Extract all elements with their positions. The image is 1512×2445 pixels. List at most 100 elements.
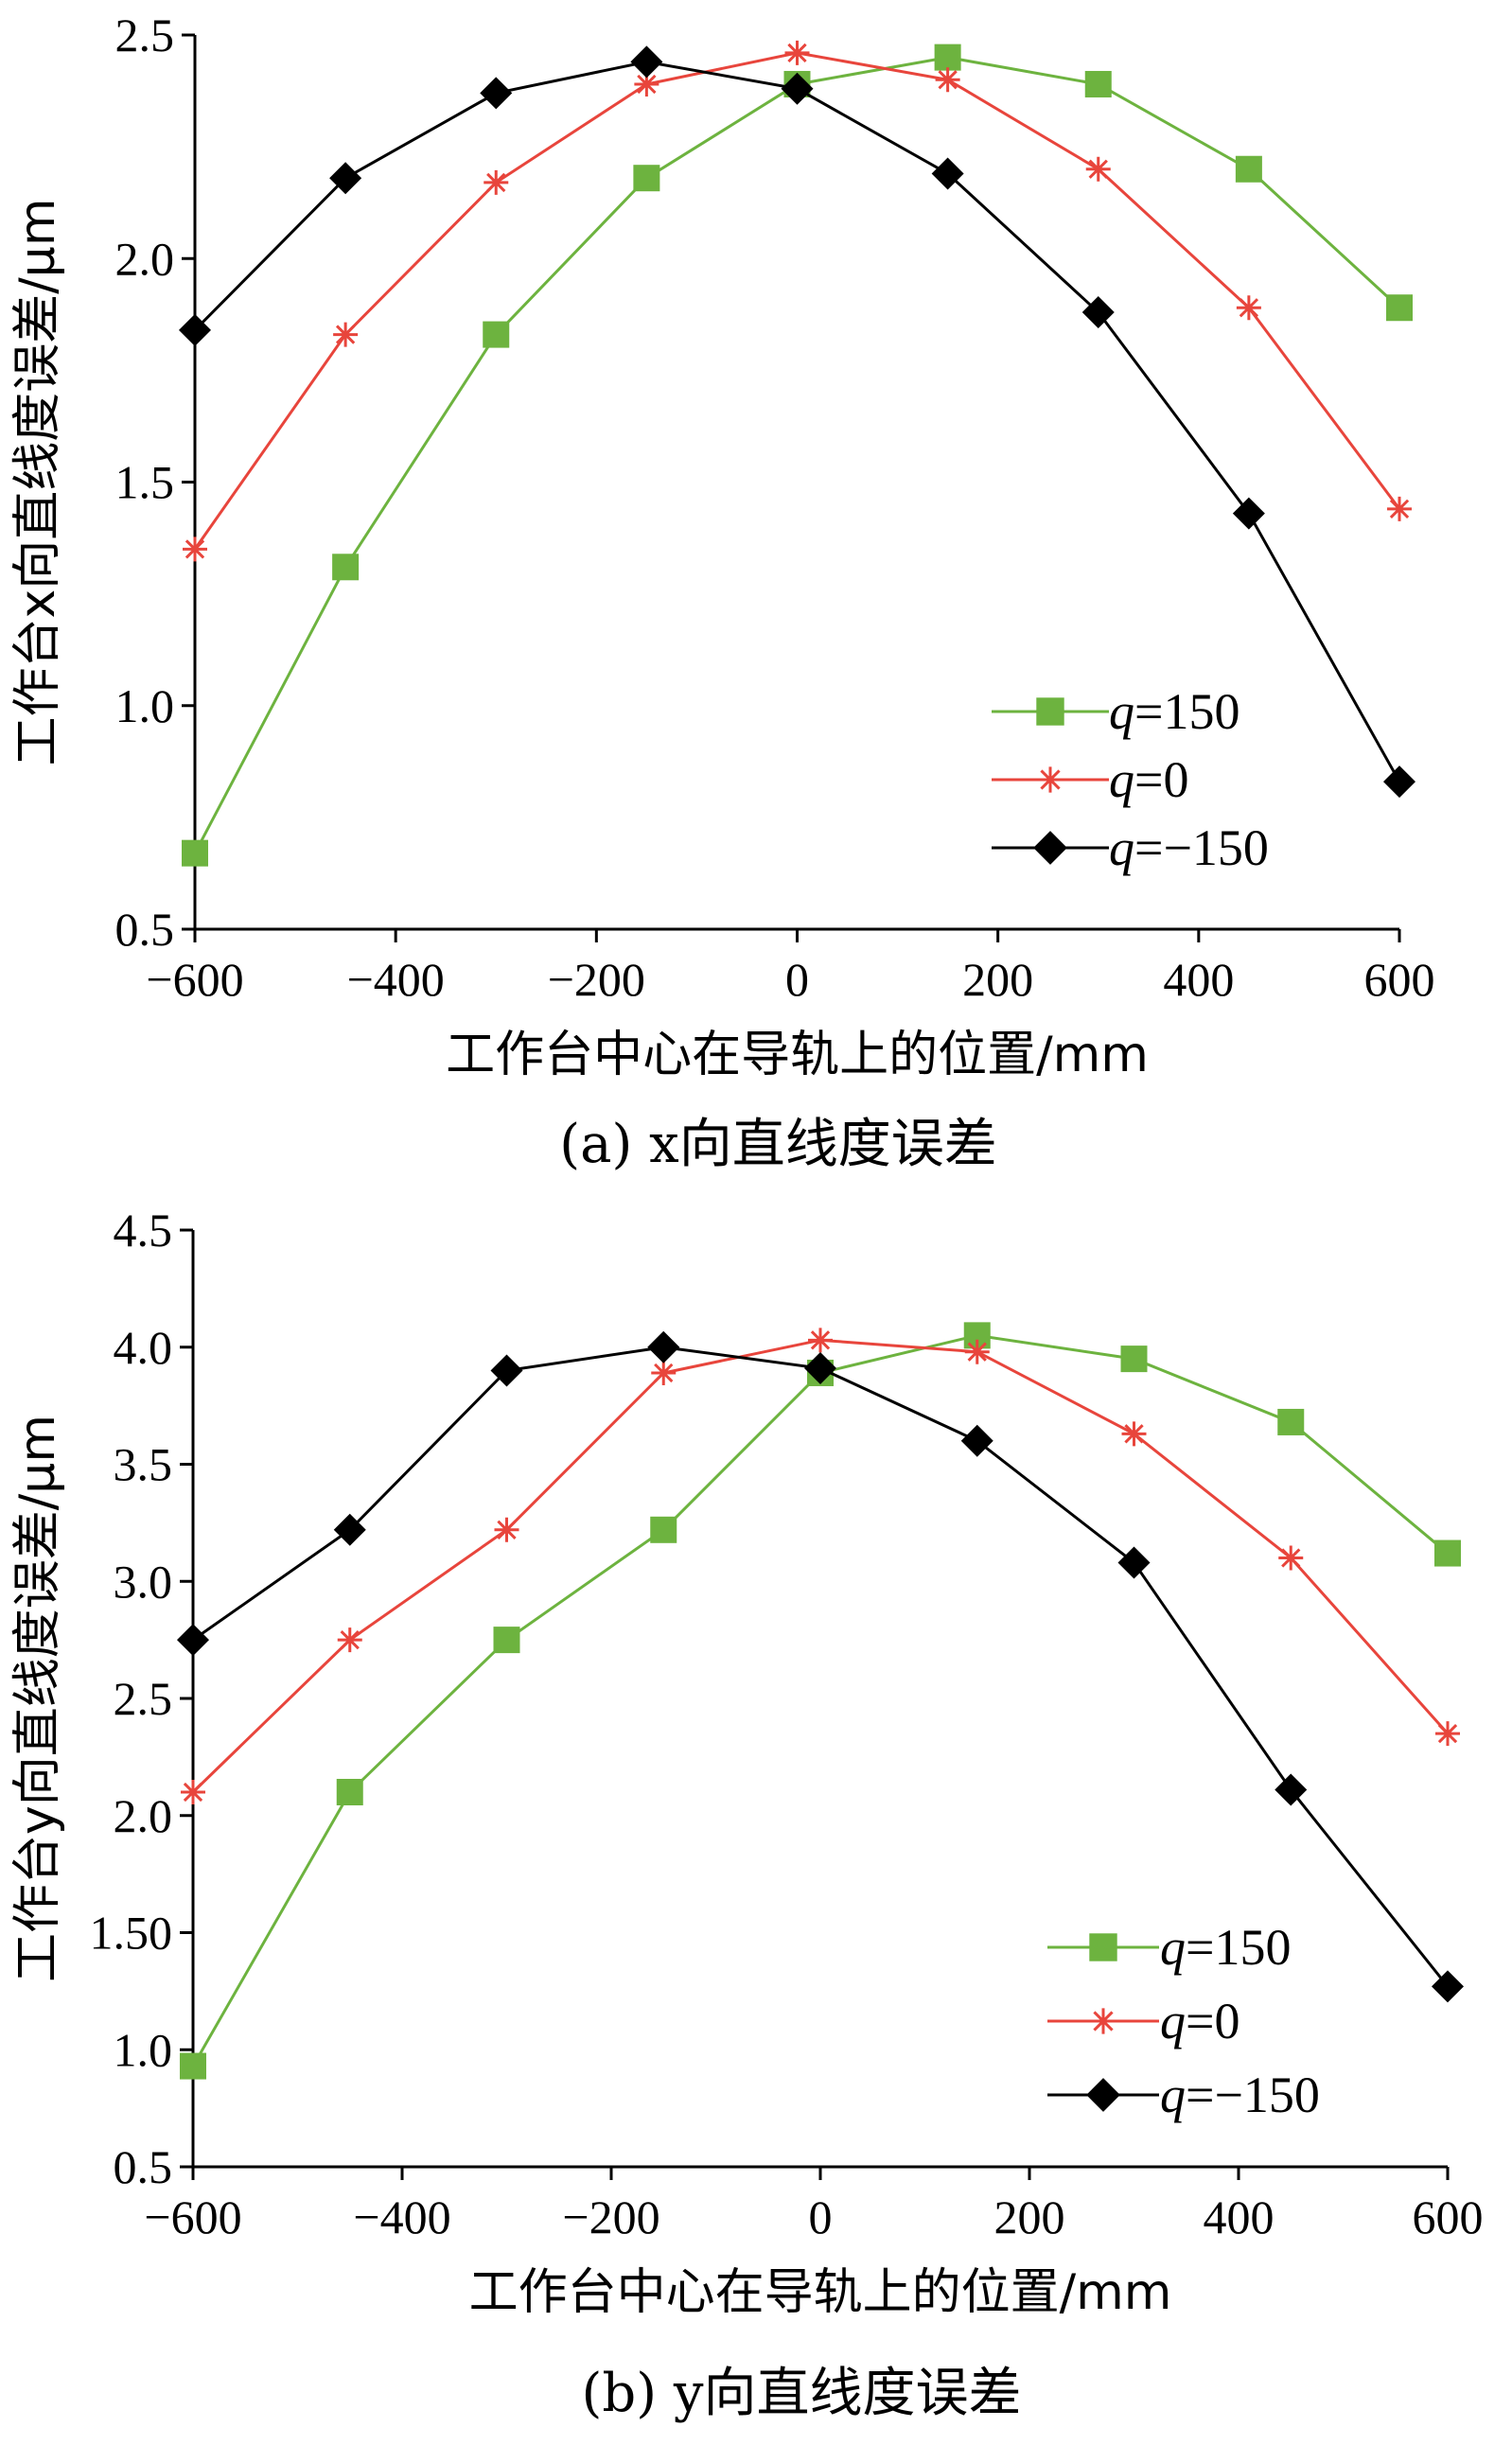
data-point bbox=[804, 1352, 836, 1385]
y-tick-label: 1.50 bbox=[90, 1907, 173, 1960]
data-point bbox=[960, 1424, 993, 1457]
data-point bbox=[337, 1627, 362, 1653]
x-tick-label: −600 bbox=[144, 2190, 241, 2243]
y-axis-title: 工作台x向直线度误差/μm bbox=[9, 198, 66, 765]
x-axis-title: 工作台中心在导轨上的位置/mm bbox=[469, 2264, 1172, 2321]
data-point bbox=[490, 1354, 523, 1387]
y-tick-label: 2.5 bbox=[114, 1672, 173, 1725]
series-1 bbox=[181, 1328, 1460, 1804]
x-tick-label: −200 bbox=[548, 953, 645, 1006]
y-tick-label: 4.0 bbox=[114, 1321, 173, 1374]
x-axis-title: 工作台中心在导轨上的位置/mm bbox=[446, 1027, 1149, 1083]
data-point bbox=[1235, 155, 1262, 183]
legend-marker bbox=[1090, 2008, 1116, 2034]
data-point bbox=[180, 2052, 206, 2080]
data-point bbox=[935, 67, 960, 93]
data-point bbox=[1232, 497, 1265, 530]
series-line bbox=[192, 1346, 1450, 1988]
legend: q=150 q=0 q=−150 bbox=[992, 683, 1269, 876]
data-point bbox=[1386, 294, 1413, 322]
y-tick-label: 0.5 bbox=[115, 903, 175, 956]
x-tick-label: −400 bbox=[347, 953, 445, 1006]
x-tick-label: 0 bbox=[809, 2190, 833, 2243]
data-point bbox=[784, 40, 810, 65]
y-tick-label: 3.0 bbox=[114, 1555, 173, 1608]
x-tick-label: −200 bbox=[562, 2190, 659, 2243]
series-2 bbox=[179, 45, 1415, 799]
legend: q=150 q=0 q=−150 bbox=[1047, 1919, 1320, 2123]
data-point bbox=[1434, 1539, 1461, 1567]
data-point bbox=[934, 44, 961, 71]
x-tick-label: 0 bbox=[785, 953, 809, 1006]
x-tick-label: 200 bbox=[962, 953, 1033, 1006]
data-point bbox=[332, 554, 360, 581]
data-point bbox=[964, 1339, 990, 1364]
legend-label: q=150 bbox=[1160, 1919, 1291, 1976]
legend-marker bbox=[1086, 2078, 1120, 2112]
series-2 bbox=[177, 1330, 1464, 2003]
legend-marker bbox=[1033, 831, 1067, 865]
data-point bbox=[329, 162, 362, 195]
y-tick-label: 1.0 bbox=[114, 2023, 173, 2076]
y-tick-label: 2.0 bbox=[114, 1789, 173, 1842]
data-point bbox=[183, 536, 207, 562]
data-point bbox=[480, 77, 513, 110]
data-point bbox=[1121, 1421, 1147, 1447]
legend-label: q=−150 bbox=[1160, 2067, 1320, 2123]
y-tick-label: 1.0 bbox=[115, 679, 175, 732]
x-tick-label: 400 bbox=[1163, 953, 1234, 1006]
data-point bbox=[1387, 496, 1412, 521]
data-point bbox=[1432, 1970, 1464, 2003]
y-tick-label: 4.5 bbox=[114, 1204, 173, 1257]
data-point bbox=[651, 1360, 677, 1385]
chart-a: 0.5 1.0 1.5 2.0 2.5 −600 −400 −200 0 200 400 600 工作台… bbox=[9, 9, 1435, 1175]
data-point bbox=[1236, 295, 1261, 321]
data-point bbox=[1383, 765, 1415, 799]
y-tick-label: 3.5 bbox=[114, 1438, 173, 1491]
legend-label: q=150 bbox=[1109, 683, 1239, 740]
data-point bbox=[1084, 70, 1112, 97]
legend-label: q=0 bbox=[1109, 751, 1188, 808]
series-line bbox=[193, 60, 1401, 783]
data-point bbox=[336, 1779, 363, 1805]
data-point bbox=[633, 165, 660, 192]
data-point bbox=[1278, 1545, 1304, 1571]
y-axis-title: 工作台y向直线度误差/μm bbox=[9, 1415, 66, 1982]
data-point bbox=[179, 313, 211, 346]
legend-marker bbox=[1037, 766, 1064, 793]
y-tick-label: 1.5 bbox=[115, 456, 175, 509]
legend-label: q=−150 bbox=[1109, 819, 1269, 876]
data-point bbox=[1085, 156, 1111, 182]
data-point bbox=[781, 72, 814, 105]
x-tick-label: −400 bbox=[353, 2190, 450, 2243]
series-1 bbox=[183, 40, 1412, 562]
figure-caption: (a) x向直线度误差 bbox=[559, 1114, 996, 1175]
x-tick-label: −600 bbox=[146, 953, 243, 1006]
data-point bbox=[182, 839, 208, 867]
legend-marker bbox=[1036, 697, 1064, 726]
data-point bbox=[1277, 1408, 1305, 1435]
x-tick-label: 600 bbox=[1413, 2190, 1484, 2243]
x-tick-label: 200 bbox=[994, 2190, 1065, 2243]
data-point bbox=[483, 169, 509, 195]
data-point bbox=[634, 71, 659, 97]
data-point bbox=[808, 1328, 833, 1353]
data-point bbox=[333, 1513, 366, 1546]
legend-marker bbox=[1089, 1933, 1117, 1961]
x-tick-label: 400 bbox=[1204, 2190, 1275, 2243]
figure-caption: (b) y向直线度误差 bbox=[582, 2363, 1022, 2424]
data-point bbox=[181, 1780, 205, 1804]
data-point bbox=[1081, 295, 1115, 328]
data-point bbox=[494, 1517, 519, 1542]
data-point bbox=[1117, 1546, 1151, 1579]
data-point bbox=[493, 1627, 520, 1654]
legend-label: q=0 bbox=[1160, 1993, 1239, 2049]
data-point bbox=[647, 1330, 680, 1363]
y-tick-label: 2.5 bbox=[115, 9, 175, 62]
y-tick-label: 2.0 bbox=[115, 232, 175, 285]
y-tick-label: 0.5 bbox=[114, 2140, 173, 2193]
data-point bbox=[333, 322, 359, 347]
data-point bbox=[1120, 1346, 1148, 1373]
data-point bbox=[177, 1624, 209, 1657]
